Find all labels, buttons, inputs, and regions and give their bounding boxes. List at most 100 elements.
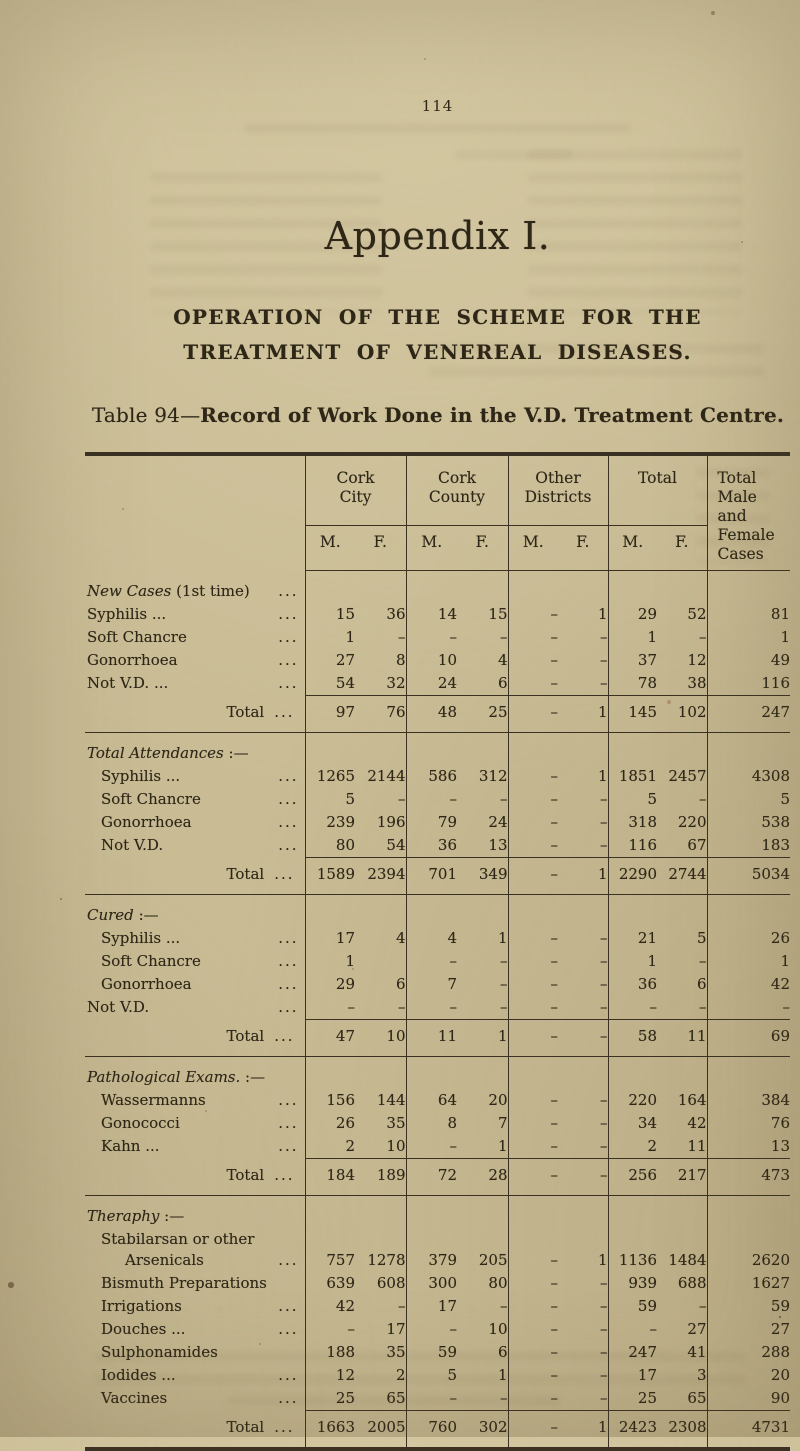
value-cell: – [550,1343,559,1361]
section-heading-label: Cured :— [87,906,159,924]
table-row: Douches ...... –17–10– – –27 27 [85,1318,790,1341]
value-cell: 1 [558,857,609,895]
value-cell: – [449,998,458,1016]
row-total-cell: 1627 [751,1274,790,1292]
value-cell: 2423 [608,1410,657,1451]
row-label: Gonorrhoea... [85,811,306,834]
row-total-cell: 90 [770,1389,790,1407]
value-cell: 36 [437,836,457,854]
bleedthrough-smudge [430,344,764,384]
row-total-cell: – [782,998,791,1016]
column-header-total-male-female: Total Male and Female Cases [707,454,790,571]
value-cell: 196 [355,811,407,834]
table-row: Gonorrhoea... 29 6 7– – –36 6 42 [85,973,790,996]
table-row: Gonorrhoea... 239 196 79 24 – – 318 220 538 [85,811,790,834]
value-cell: 220 [628,1091,657,1109]
value-cell: – [558,1158,609,1196]
value-cell [305,1196,355,1229]
section-heading-label: New Cases (1st time) [87,581,250,600]
value-cell: 34 [637,1114,657,1132]
value-cell: 76 [355,695,407,733]
value-cell: – [558,788,609,811]
value-cell: – [558,649,609,672]
value-cell: 1278 [355,1228,407,1272]
table-row: Not V.D.... 80 54 36 13 – – 116 67 183 [85,834,790,858]
value-cell [406,1057,457,1090]
total-label: Total... [85,1158,306,1196]
value-cell: – [550,975,559,993]
row-total-cell: 69 [707,1019,790,1057]
row-total-cell: 4308 [751,767,790,785]
value-cell: – [558,927,609,950]
value-cell: 4 [355,927,407,950]
value-cell: 17 [437,1297,457,1315]
table-row: Syphilis ...... 1265 2144 586 312 –1 1851 2457 4… [85,765,790,788]
value-cell: 5 [647,790,657,808]
value-cell: – [558,626,609,649]
value-cell: 54 [335,674,355,692]
value-cell: – [558,1318,609,1341]
value-cell: – [649,998,658,1016]
table-row: Vaccines... 25 65– – – –25 65 90 [85,1387,790,1411]
value-cell: – [558,973,609,996]
table-row: Soft Chancre... 1– – – –1–1 [85,950,790,973]
row-label: Soft Chancre... [85,788,306,811]
total-label: Total... [85,857,306,895]
value-cell [508,733,558,766]
value-cell: – [347,998,356,1016]
value-cell: 67 [657,834,708,858]
value-cell: – [550,836,559,854]
value-cell: 757 [326,1251,355,1269]
column-header-male: M. [508,525,558,571]
value-cell: 52 [657,603,708,626]
value-cell: – [550,1251,559,1269]
header-mf-row: M. F. M. F. M. F. M. F. [85,525,790,571]
value-cell: – [558,1272,609,1295]
value-cell: 8 [355,649,407,672]
table-row: Syphilis ...... 17 4 4 1– –21 5 26 [85,927,790,950]
value-cell: 217 [657,1158,708,1196]
section-heading: New Cases (1st time)... [85,570,306,603]
value-cell: 35 [355,1341,407,1364]
value-cell: – [355,996,407,1020]
value-cell: 300 [428,1274,457,1292]
bleedthrough-smudge [150,173,382,313]
value-cell [457,570,509,603]
value-cell [355,950,407,973]
row-total-cell: 13 [770,1137,790,1155]
value-cell: – [355,1295,407,1318]
section-heading: Pathological Exams. :— [85,1056,306,1089]
paper-speckles [0,0,2,2]
value-cell: 25 [637,1389,657,1407]
row-label: Gonococci... [85,1112,306,1135]
value-cell: 256 [608,1158,657,1196]
row-total-cell: 538 [761,813,790,831]
report-title-line2: TREATMENT OF VENEREAL DISEASES. [183,340,692,364]
value-cell: 379 [428,1251,457,1269]
value-cell: – [558,834,609,858]
value-cell: 318 [628,813,657,831]
table-caption: Table 94—Record of Work Done in the V.D.… [82,403,794,427]
value-cell: – [457,996,509,1020]
value-cell: 8 [447,1114,457,1132]
row-total-cell: 384 [761,1091,790,1109]
value-cell: 2290 [608,857,657,895]
value-cell: – [558,1341,609,1364]
row-total-cell [707,733,790,766]
row-label: Kahn ...... [85,1135,306,1159]
value-cell: 47 [305,1019,355,1057]
value-cell: 1 [457,1135,509,1159]
section-heading-label: Pathological Exams. :— [87,1068,266,1086]
value-cell [608,895,657,928]
value-cell [558,894,609,927]
value-cell: – [550,929,559,947]
value-cell: – [550,767,559,785]
value-cell: 4 [457,649,509,672]
row-label: Wassermanns... [85,1089,306,1112]
value-cell: – [355,788,407,811]
row-label: Sulphonamides [85,1341,306,1364]
value-cell: 7 [447,975,457,993]
value-cell: 35 [355,1112,407,1135]
value-cell [305,895,355,928]
